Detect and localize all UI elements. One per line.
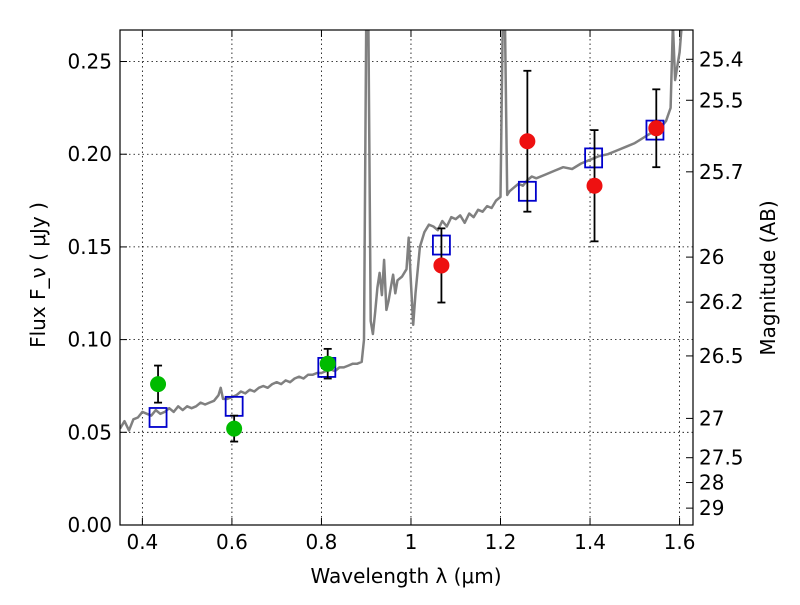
observation-point [586, 177, 603, 194]
plot-frame [119, 29, 694, 526]
x-tick-label: 0.6 [216, 530, 248, 554]
x-tick-label: 1.4 [574, 530, 606, 554]
observation-point [433, 257, 450, 274]
y2-tick-label: 26.2 [699, 290, 744, 314]
y2-tick-label: 29 [699, 496, 724, 520]
y-tick-label: 0.15 [67, 235, 112, 259]
y2-tick-label: 26.5 [699, 344, 744, 368]
observation-point [648, 120, 665, 137]
y-tick-label: 0.00 [67, 513, 112, 537]
observation-point [519, 133, 536, 150]
x-axis-label: Wavelength λ (μm) [310, 564, 501, 588]
model-photometry-square [148, 407, 168, 428]
y2-tick-label: 25.4 [699, 47, 744, 71]
x-tick-label: 1.6 [664, 530, 696, 554]
y-tick-label: 0.25 [67, 50, 112, 74]
y-tick-label: 0.05 [67, 420, 112, 444]
observation-point [319, 355, 336, 372]
axes-ticks: 0.4 0.6 0.8 1 1.2 1.4 1.6 0.00 0.05 0.10 0.15 0.20 0… [67, 30, 744, 554]
y2-tick-label: 25.7 [699, 160, 744, 184]
observation-point [226, 420, 243, 437]
y2-tick-label: 27 [699, 406, 724, 430]
x-tick-label: 0.8 [306, 530, 338, 554]
y-tick-label: 0.10 [67, 328, 112, 352]
y2-tick-label: 28 [699, 471, 724, 495]
y-tick-label: 0.20 [67, 142, 112, 166]
y2-tick-label: 27.5 [699, 446, 744, 470]
x-tick-label: 1 [405, 530, 418, 554]
model-sed-line [120, 30, 683, 432]
x-tick-label: 0.4 [126, 530, 158, 554]
y2-tick-label: 25.5 [699, 88, 744, 112]
observation-point [150, 376, 167, 393]
plot-area [120, 30, 683, 443]
x-tick-label: 1.2 [485, 530, 517, 554]
y2-axis-label: Magnitude (AB) [756, 200, 780, 355]
y-axis-label: Flux F_ν ( μJy ) [26, 202, 50, 348]
y2-tick-label: 26 [699, 245, 724, 269]
